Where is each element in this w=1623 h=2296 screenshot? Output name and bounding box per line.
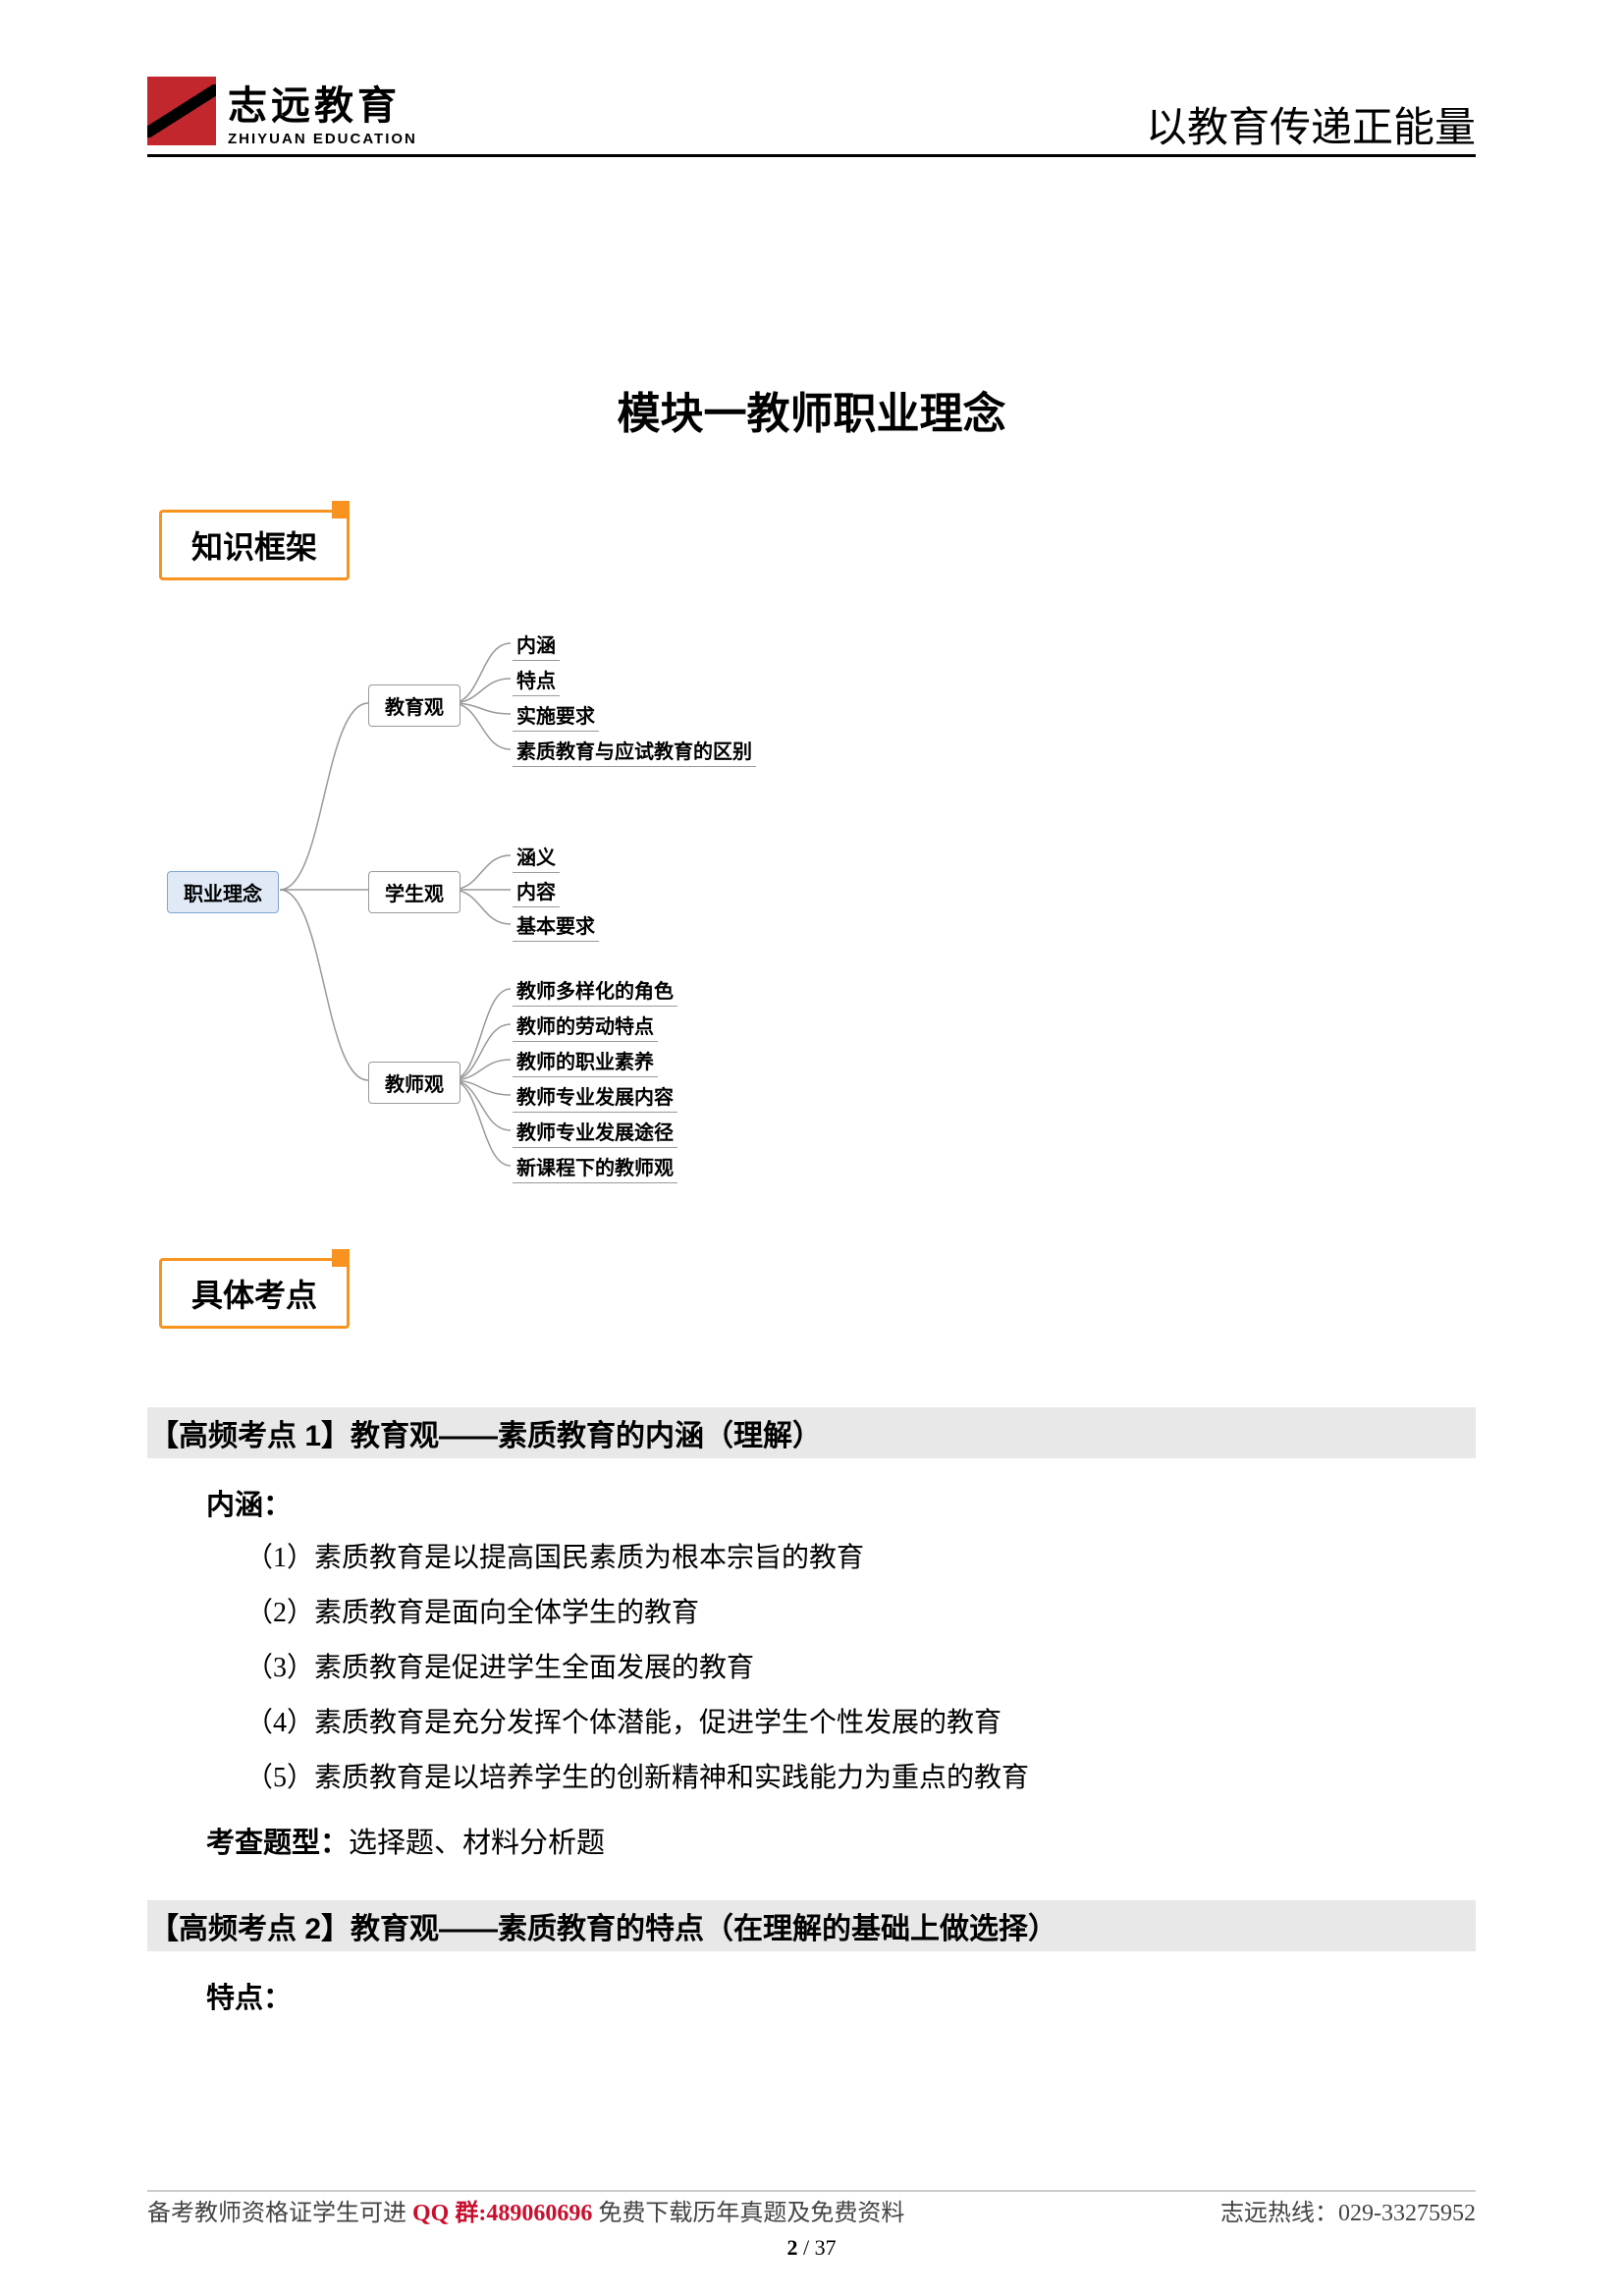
mindmap-connectors — [147, 620, 1227, 1209]
footer-qq: QQ 群:489060696 — [412, 2201, 592, 2226]
mindmap-leaf: 素质教育与应试教育的区别 — [513, 734, 756, 767]
mindmap-leaf: 教师专业发展途径 — [513, 1115, 677, 1148]
page-number: 2 / 37 — [0, 2235, 1623, 2261]
page-total: 37 — [815, 2235, 837, 2260]
mindmap-leaf: 教师专业发展内容 — [513, 1079, 677, 1113]
mindmap-leaf: 新课程下的教师观 — [513, 1150, 677, 1183]
slogan: 以教育传递正能量 — [1146, 94, 1476, 154]
list-item: （2）素质教育是面向全体学生的教育 — [245, 1586, 1476, 1641]
page-sep: / — [797, 2235, 814, 2260]
exam-heading: 【高频考点 1】教育观——素质教育的内涵（理解） — [147, 1407, 1476, 1458]
mindmap-leaf: 教师的职业素养 — [513, 1044, 658, 1077]
exam-type-label: 考查题型： — [206, 1828, 349, 1859]
tab-points: 具体考点 — [159, 1258, 350, 1329]
footer-left: 备考教师资格证学生可进 QQ 群:489060696 免费下载历年真题及免费资料 — [147, 2193, 904, 2227]
logo-cn: 志远教育 — [228, 74, 417, 131]
list-item: （5）素质教育是以培养学生的创新精神和实践能力为重点的教育 — [245, 1751, 1476, 1806]
logo-en: ZHIYUAN EDUCATION — [228, 131, 417, 147]
page-current: 2 — [786, 2235, 797, 2260]
exam-point-2: 【高频考点 2】教育观——素质教育的特点（在理解的基础上做选择） 特点： — [147, 1900, 1476, 2016]
footer-left-a: 备考教师资格证学生可进 — [147, 2201, 406, 2226]
list-item: （4）素质教育是充分发挥个体潜能，促进学生个性发展的教育 — [245, 1696, 1476, 1751]
exam-type-value: 选择题、材料分析题 — [349, 1828, 605, 1859]
mindmap-leaf: 特点 — [513, 663, 560, 696]
exam-type: 考查题型：选择题、材料分析题 — [206, 1820, 1476, 1861]
mindmap-leaf: 内涵 — [513, 628, 560, 661]
tab-points-wrap: 具体考点 — [147, 1258, 1476, 1329]
logo-text: 志远教育 ZHIYUAN EDUCATION — [228, 74, 417, 147]
mindmap-leaf: 基本要求 — [513, 908, 599, 942]
tab-framework-wrap: 知识框架 — [147, 510, 1476, 580]
footer-divider — [147, 2190, 1476, 2192]
page: 志远教育 ZHIYUAN EDUCATION 以教育传递正能量 模块一教师职业理… — [0, 0, 1623, 2296]
mindmap-leaf: 教师的劳动特点 — [513, 1009, 658, 1042]
exam-point-1: 【高频考点 1】教育观——素质教育的内涵（理解） 内涵： （1）素质教育是以提高… — [147, 1407, 1476, 1861]
mindmap-branch-edu: 教育观 — [368, 684, 460, 727]
logo: 志远教育 ZHIYUAN EDUCATION — [147, 74, 417, 147]
footer: 备考教师资格证学生可进 QQ 群:489060696 免费下载历年真题及免费资料… — [147, 2193, 1476, 2227]
mindmap-root: 职业理念 — [167, 871, 279, 913]
tab-framework: 知识框架 — [159, 510, 350, 580]
exam-items: （1）素质教育是以提高国民素质为根本宗旨的教育 （2）素质教育是面向全体学生的教… — [245, 1531, 1476, 1806]
mindmap-leaf: 内容 — [513, 874, 560, 907]
footer-left-b: 免费下载历年真题及免费资料 — [598, 2201, 904, 2226]
mindmap-leaf: 实施要求 — [513, 698, 599, 732]
exam-sublabel: 内涵： — [206, 1482, 1476, 1523]
list-item: （3）素质教育是促进学生全面发展的教育 — [245, 1641, 1476, 1696]
mindmap-branch-student: 学生观 — [368, 871, 460, 913]
list-item: （1）素质教育是以提高国民素质为根本宗旨的教育 — [245, 1531, 1476, 1586]
exam-sublabel: 特点： — [206, 1975, 1476, 2016]
footer-right: 志远热线：029-33275952 — [1220, 2193, 1476, 2227]
logo-mark-icon — [147, 77, 216, 145]
mindmap-branch-teacher: 教师观 — [368, 1062, 460, 1104]
header: 志远教育 ZHIYUAN EDUCATION 以教育传递正能量 — [147, 79, 1476, 157]
module-title: 模块一教师职业理念 — [147, 378, 1476, 441]
exam-heading: 【高频考点 2】教育观——素质教育的特点（在理解的基础上做选择） — [147, 1900, 1476, 1951]
mindmap: 职业理念 教育观 学生观 教师观 内涵 特点 实施要求 素质教育与应试教育的区别… — [147, 620, 1227, 1209]
mindmap-leaf: 教师多样化的角色 — [513, 973, 677, 1007]
mindmap-leaf: 涵义 — [513, 840, 560, 873]
